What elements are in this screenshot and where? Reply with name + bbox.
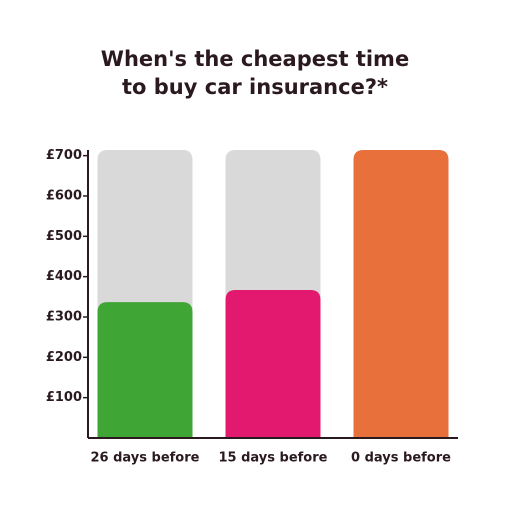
y-tick-label: £200 (46, 350, 82, 365)
y-tick-label: £300 (46, 309, 82, 324)
x-tick-label: 15 days before (219, 451, 328, 466)
chart-title: to buy car insurance?* (122, 75, 388, 99)
x-tick-label: 0 days before (351, 451, 451, 466)
bar (97, 302, 193, 438)
y-tick-label: £500 (46, 229, 82, 244)
bar (353, 150, 449, 438)
chart-title: When's the cheapest time (101, 47, 409, 71)
x-tick-label: 26 days before (91, 451, 200, 466)
y-tick-label: £700 (46, 148, 82, 163)
bar (225, 289, 321, 438)
y-tick-label: £600 (46, 188, 82, 203)
y-tick-label: £100 (46, 390, 82, 405)
y-tick-label: £400 (46, 269, 82, 284)
